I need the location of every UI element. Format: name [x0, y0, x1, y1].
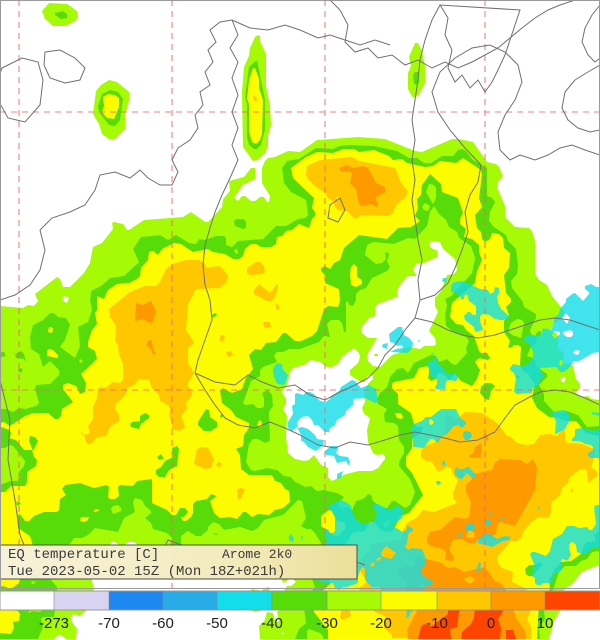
svg-text:-30: -30	[316, 615, 338, 632]
svg-text:-60: -60	[152, 615, 174, 632]
svg-text:-50: -50	[206, 615, 228, 632]
svg-text:-70: -70	[98, 615, 120, 632]
svg-text:-273: -273	[39, 615, 69, 632]
svg-text:Tue 2023-05-02 15Z (Mon 18Z+02: Tue 2023-05-02 15Z (Mon 18Z+021h)	[8, 564, 285, 580]
svg-text:0: 0	[487, 615, 495, 632]
svg-text:EQ temperature [C]: EQ temperature [C]	[8, 547, 159, 563]
svg-text:-40: -40	[261, 615, 283, 632]
svg-text:-10: -10	[426, 615, 448, 632]
svg-text:Arome 2k0: Arome 2k0	[222, 547, 292, 562]
svg-text:-20: -20	[370, 615, 392, 632]
svg-text:10: 10	[537, 615, 554, 632]
